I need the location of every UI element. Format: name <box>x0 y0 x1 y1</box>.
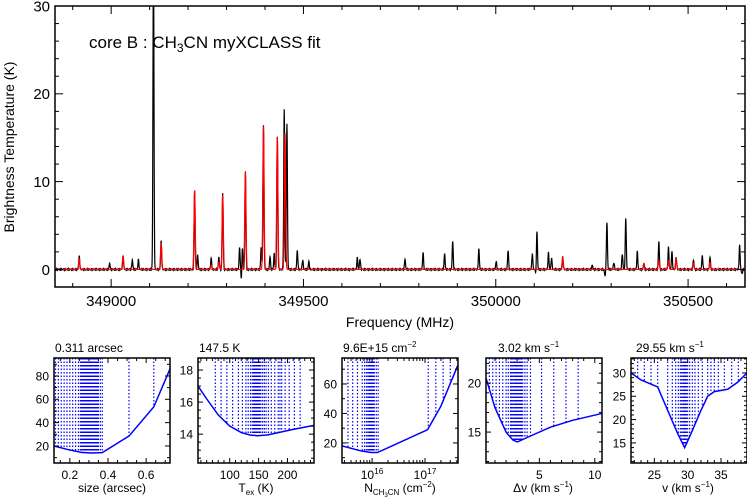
y-tick-label: 15 <box>468 425 482 439</box>
spectrum-annotation: core B : CH3CN myXCLASS fit <box>89 33 321 55</box>
x-tick-label: 350000 <box>471 293 521 310</box>
y-tick-label: 60 <box>324 377 338 391</box>
x-tick-label: 200 <box>277 468 297 482</box>
panel-linewidth: 5 10 15 20 <box>468 357 603 482</box>
panel-velocity-xlabel: v (km s−1) <box>662 480 714 495</box>
chi-square-curve <box>630 372 747 450</box>
panel-tex: 100 150 200 14 16 18 <box>180 357 315 482</box>
plot-frame <box>485 357 603 464</box>
model-spectrum-line <box>55 126 745 271</box>
y-tick-label: 40 <box>324 407 338 421</box>
y-tick-label: 20 <box>613 413 627 427</box>
spectrum-plot: 349000 349500 350000 350500 0 10 20 30 <box>33 0 746 310</box>
y-tick-label: 14 <box>180 427 194 441</box>
y-tick-label: 20 <box>36 439 50 453</box>
y-tick-label: 15 <box>613 436 627 450</box>
x-tick-label: 10 <box>588 468 602 482</box>
y-axis-label: Brightness Temperature (K) <box>1 62 17 233</box>
y-tick-label: 20 <box>33 86 50 103</box>
x-tick-label: 0.2 <box>61 468 78 482</box>
chi-square-curve <box>53 368 171 454</box>
y-tick-label: 60 <box>36 393 50 407</box>
plot-area <box>55 6 745 279</box>
x-axis-label: Frequency (MHz) <box>346 314 454 330</box>
y-tick-label: 16 <box>180 395 194 409</box>
y-tick-label: 30 <box>33 0 50 15</box>
y-tick-label: 18 <box>180 363 194 377</box>
panel-size: 0.2 0.4 0.6 20 40 60 80 <box>36 357 171 482</box>
tick-base: 10 <box>361 468 375 482</box>
x-tick-label: 1016 <box>361 466 384 482</box>
panel-tex-xlabel: Tex (K) <box>238 481 273 497</box>
plot-frame <box>341 357 459 464</box>
x-tick-label: 100 <box>220 468 240 482</box>
y-tick-label: 20 <box>324 436 338 450</box>
panel-linewidth-title: 3.02 km s−1 <box>498 340 560 355</box>
x-tick-label: 150 <box>249 468 269 482</box>
x-tick-label: 0.4 <box>100 468 117 482</box>
y-tick-label: 10 <box>33 174 50 191</box>
panel-linewidth-xlabel: Δv (km s−1) <box>513 480 573 495</box>
tick-exponent: 16 <box>374 466 384 476</box>
tick-exponent: 17 <box>427 466 437 476</box>
y-tick-label: 40 <box>36 416 50 430</box>
panel-size-xlabel: size (arcsec) <box>78 481 146 495</box>
x-tick-label: 25 <box>648 468 662 482</box>
y-tick-label: 20 <box>468 376 482 390</box>
y-tick-label: 80 <box>36 369 50 383</box>
plot-frame <box>630 357 747 464</box>
x-tick-label: 350500 <box>663 293 713 310</box>
x-tick-label: 5 <box>536 468 543 482</box>
panel-tex-title: 147.5 K <box>199 341 240 355</box>
y-tick-label: 0 <box>42 262 50 279</box>
panel-column-density-xlabel: NCH3CN (cm−2) <box>364 480 436 498</box>
panel-column-density-title: 9.6E+15 cm−2 <box>343 340 417 355</box>
x-tick-label: 349000 <box>86 293 136 310</box>
tick-base: 10 <box>414 468 428 482</box>
panel-velocity: 25 30 35 15 20 25 30 <box>613 357 747 482</box>
chi-square-curve <box>341 364 459 454</box>
x-tick-label: 349500 <box>278 293 328 310</box>
x-tick-label: 0.6 <box>138 468 155 482</box>
x-tick-label: 35 <box>714 468 728 482</box>
y-tick-label: 30 <box>613 366 627 380</box>
chi-square-curve <box>485 377 603 443</box>
panel-velocity-title: 29.55 km s−1 <box>636 340 704 355</box>
chi-square-curve <box>197 385 315 437</box>
x-tick-label: 30 <box>681 468 695 482</box>
y-tick-label: 25 <box>613 390 627 404</box>
panel-size-title: 0.311 arcsec <box>55 341 123 355</box>
x-tick-label: 1017 <box>414 466 437 482</box>
